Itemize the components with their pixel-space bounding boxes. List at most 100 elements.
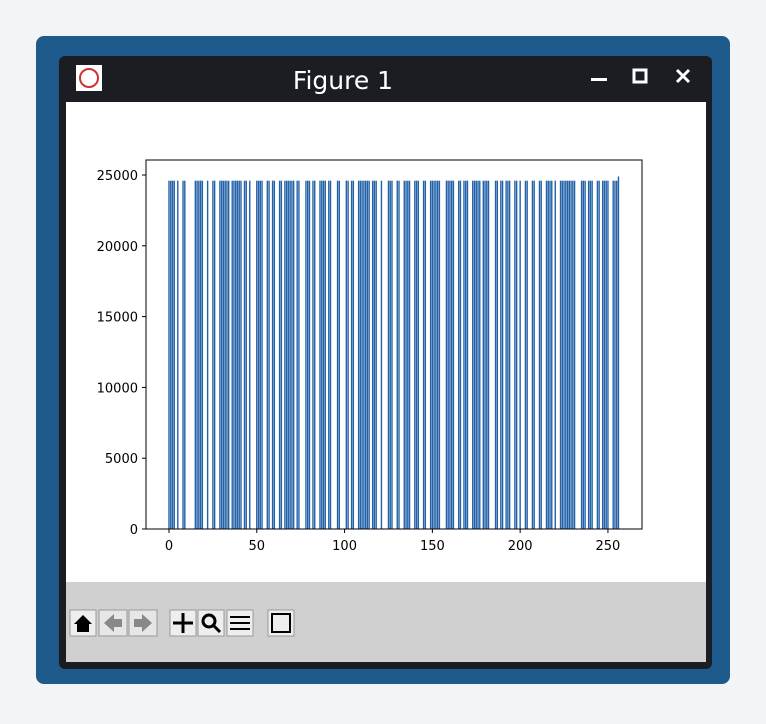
bar	[359, 180, 362, 529]
bar	[519, 180, 521, 529]
x-tick-label: 50	[249, 539, 266, 554]
bar	[371, 180, 374, 529]
bar	[605, 180, 607, 529]
y-tick-label: 15000	[97, 311, 138, 326]
bar	[538, 180, 541, 529]
bar	[526, 180, 528, 529]
bar	[361, 180, 363, 529]
bar	[501, 180, 504, 529]
bar	[591, 180, 593, 529]
bar	[549, 180, 551, 529]
bar	[424, 180, 427, 529]
bar	[305, 180, 307, 529]
bar	[198, 180, 200, 529]
bar	[565, 180, 567, 529]
bar	[329, 180, 332, 529]
bar	[199, 180, 202, 529]
bar	[287, 180, 290, 529]
save-icon	[271, 613, 291, 633]
bar	[415, 180, 418, 529]
bar	[459, 180, 462, 529]
bar	[231, 180, 233, 529]
bar	[196, 180, 198, 529]
bar	[212, 180, 214, 529]
minimize-button[interactable]	[591, 78, 607, 81]
bar	[486, 180, 488, 529]
bar	[403, 180, 405, 529]
pan-icon	[173, 613, 193, 633]
bar	[445, 180, 448, 529]
bar	[357, 180, 360, 529]
bar	[407, 180, 409, 529]
bar	[173, 180, 175, 529]
bar	[336, 180, 339, 529]
bar	[245, 180, 247, 529]
bar	[568, 180, 571, 529]
bar	[328, 180, 330, 529]
close-button[interactable]	[675, 68, 691, 84]
bar	[249, 180, 251, 529]
bar	[322, 180, 325, 529]
x-tick-label: 200	[508, 539, 533, 554]
bar	[364, 180, 367, 529]
bar	[507, 180, 509, 529]
bar	[177, 180, 179, 529]
bar	[168, 180, 170, 529]
bar	[319, 180, 321, 529]
bar	[598, 180, 600, 529]
bar	[296, 180, 298, 529]
bar	[473, 180, 476, 529]
bar	[292, 180, 295, 529]
bar	[375, 180, 377, 529]
bar	[563, 180, 565, 529]
bar	[589, 180, 592, 529]
bar	[572, 180, 574, 529]
bar	[261, 180, 263, 529]
bar	[580, 180, 583, 529]
bar	[373, 180, 376, 529]
y-tick-label: 5000	[105, 452, 138, 467]
bar	[463, 180, 465, 529]
axes-frame	[145, 159, 643, 530]
bar	[366, 180, 369, 529]
bar	[500, 180, 502, 529]
x-tick-label: 100	[332, 539, 357, 554]
bar	[487, 180, 490, 529]
bar	[396, 180, 398, 529]
zoom-icon	[201, 613, 217, 629]
bar	[514, 180, 516, 529]
toolbar-buttons	[69, 609, 295, 637]
bar	[352, 180, 355, 529]
bar	[243, 180, 246, 529]
bar	[222, 180, 225, 529]
bar	[321, 180, 323, 529]
bar	[240, 180, 242, 529]
bar	[345, 180, 348, 529]
bar	[438, 180, 441, 529]
bar	[596, 180, 599, 529]
forward-icon	[134, 614, 152, 632]
bar	[389, 180, 391, 529]
bar	[194, 180, 197, 529]
bar	[545, 180, 548, 529]
bar	[307, 180, 309, 529]
bar	[280, 180, 283, 529]
bar	[233, 180, 235, 529]
bar	[475, 180, 477, 529]
y-tick-label: 10000	[97, 381, 138, 396]
bar	[607, 180, 609, 529]
bar	[171, 180, 174, 529]
maximize-button[interactable]	[632, 68, 648, 84]
bar	[573, 180, 576, 529]
y-tick-label: 25000	[97, 169, 138, 184]
bar	[238, 180, 240, 529]
bar	[452, 180, 455, 529]
bar	[484, 180, 486, 529]
forward-button[interactable]	[128, 609, 158, 637]
bar	[182, 180, 184, 529]
bar	[601, 180, 604, 529]
bar	[482, 180, 484, 529]
bar	[350, 180, 353, 529]
bar	[614, 180, 616, 529]
